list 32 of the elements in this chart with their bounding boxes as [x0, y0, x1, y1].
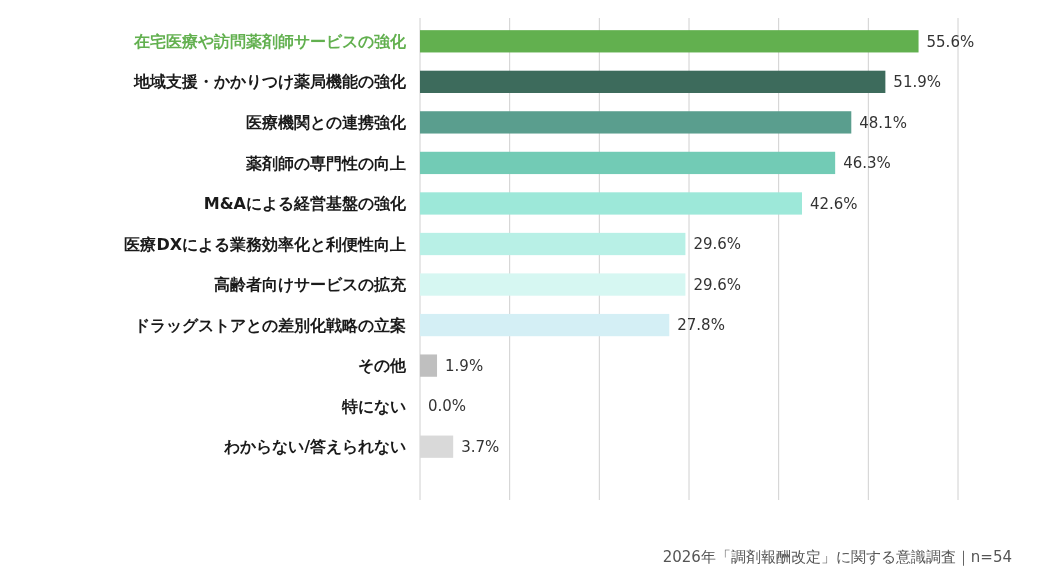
bar — [420, 313, 670, 337]
data-label: 1.9% — [445, 356, 484, 375]
data-label: 29.6% — [693, 235, 742, 254]
bar — [420, 273, 686, 296]
y-tick-label: その他 — [358, 356, 407, 376]
bar — [420, 192, 802, 215]
bar — [420, 151, 836, 175]
data-label: 42.6% — [809, 194, 858, 213]
y-tick-label: 特にない — [341, 396, 406, 416]
bar — [420, 232, 686, 256]
y-tick-label: M&Aによる経営基盤の強化 — [203, 194, 407, 214]
bar — [420, 354, 438, 377]
data-label: 0.0% — [428, 397, 467, 416]
y-tick-label: 地域支援・かかりつけ薬局機能の強化 — [133, 72, 407, 92]
y-tick-label: 高齢者向けサービスの拡充 — [214, 275, 407, 295]
bar — [420, 111, 852, 134]
data-label: 51.9% — [893, 73, 942, 92]
y-tick-label: ドラッグストアとの差別化戦略の立案 — [134, 315, 406, 335]
data-label: 27.8% — [677, 316, 725, 335]
y-tick-label: 薬剤師の専門性の向上 — [245, 153, 406, 173]
data-label: 46.3% — [843, 154, 891, 173]
y-tick-label: わからない/答えられない — [223, 437, 406, 457]
data-label: 29.6% — [693, 275, 742, 294]
bar — [420, 70, 886, 93]
y-tick-label: 医療DXによる業務効率化と利便性向上 — [124, 234, 406, 254]
data-label: 48.1% — [859, 113, 907, 132]
y-tick-label: 医療機関との連携強化 — [246, 112, 407, 132]
y-tick-label: 在宅医療や訪問薬剤師サービスの強化 — [133, 31, 407, 51]
bar — [420, 30, 919, 53]
text: 2026年「調剤報酬改定」に関する意識調査｜n=54 — [662, 548, 1012, 566]
data-label: 3.7% — [461, 437, 500, 456]
data-label: 55.6% — [926, 32, 975, 51]
